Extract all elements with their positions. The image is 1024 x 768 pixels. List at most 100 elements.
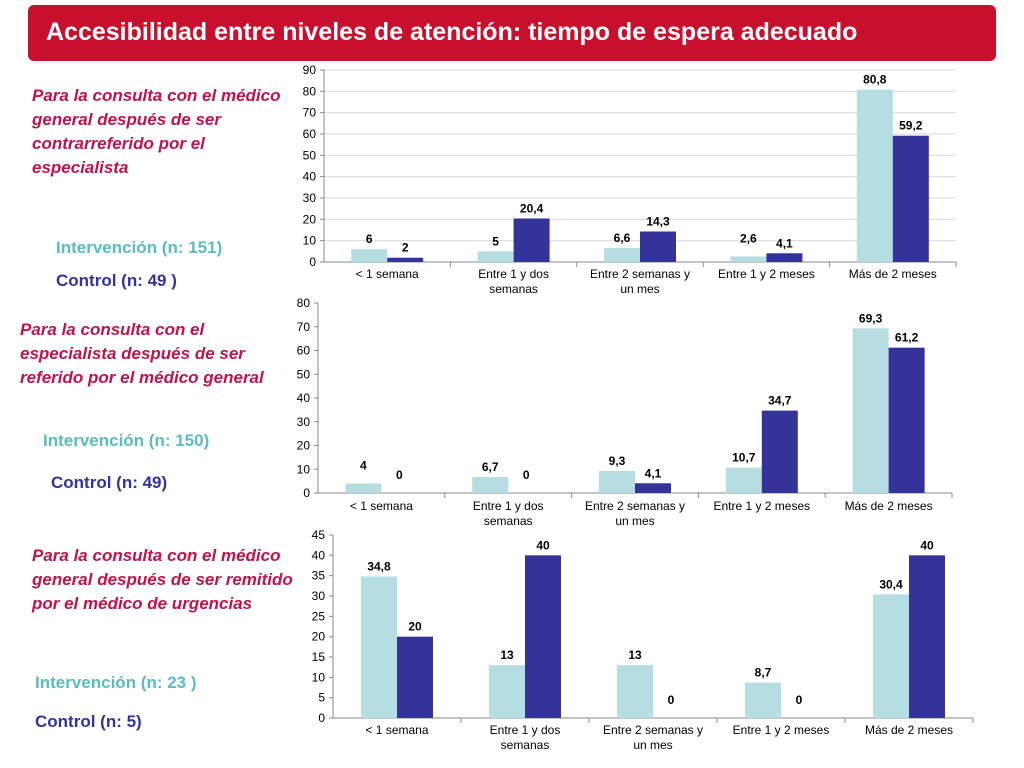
bar-intervention <box>477 251 514 262</box>
y-tick-label: 30 <box>303 191 317 205</box>
panel-2-intervention-label: Intervención (n: 150) <box>43 431 210 450</box>
data-label-intervention: 13 <box>500 648 514 662</box>
data-label-control: 61,2 <box>895 331 919 345</box>
bar-intervention <box>472 477 509 493</box>
bar-control <box>761 410 798 493</box>
bar-control <box>888 347 925 493</box>
bar-control <box>766 253 803 262</box>
bar-control <box>513 218 550 262</box>
category-label: Entre 1 y dos semanas <box>490 723 561 752</box>
category-label: Más de 2 meses <box>845 499 933 513</box>
data-label-intervention: 5 <box>492 234 499 248</box>
data-label-control: 20 <box>408 620 422 634</box>
data-label-control: 0 <box>396 468 403 482</box>
y-tick-label: 40 <box>303 170 317 184</box>
data-label-intervention: 6,7 <box>482 460 499 474</box>
y-tick-label: 90 <box>303 63 317 77</box>
chart-1: 0 10 20 30 40 50 60 70 80 90 6 2 < 1 semana 5 20,4 Entr… <box>303 63 957 296</box>
y-tick-label: 20 <box>297 439 311 453</box>
data-label-intervention: 8,7 <box>755 666 772 680</box>
bar-control <box>387 257 424 262</box>
y-tick-label: 10 <box>303 234 317 248</box>
bar-intervention <box>725 467 762 493</box>
y-tick-label: 45 <box>312 528 326 542</box>
y-tick-label: 20 <box>312 630 326 644</box>
y-tick-label: 30 <box>297 415 311 429</box>
bar-control <box>525 555 561 718</box>
y-tick-label: 10 <box>312 670 326 684</box>
data-label-intervention: 6,6 <box>614 231 631 245</box>
y-tick-label: 0 <box>303 486 310 500</box>
bar-intervention <box>856 89 893 262</box>
y-tick-label: 70 <box>303 106 317 120</box>
category-label: Entre 1 y 2 meses <box>713 499 810 513</box>
data-label-intervention: 13 <box>628 648 642 662</box>
y-tick-label: 25 <box>312 609 326 623</box>
category-label: Más de 2 meses <box>865 723 953 737</box>
data-label-control: 4,1 <box>776 236 793 250</box>
y-tick-label: 40 <box>297 391 311 405</box>
data-label-control: 2 <box>402 241 409 255</box>
title-bar: Accesibilidad entre niveles de atención:… <box>28 5 996 61</box>
y-tick-label: 60 <box>303 127 317 141</box>
data-label-control: 40 <box>920 538 934 552</box>
category-label: Entre 2 semanas y un mes <box>603 723 703 752</box>
panel-3-intervention-label: Intervención (n: 23 ) <box>35 673 197 692</box>
bar-intervention <box>599 470 635 493</box>
y-tick-label: 50 <box>297 367 311 381</box>
bar-intervention <box>361 576 397 718</box>
data-label-control: 0 <box>796 693 803 707</box>
data-label-intervention: 6 <box>366 232 373 246</box>
y-tick-label: 60 <box>297 344 311 358</box>
category-label: < 1 semana <box>365 723 428 737</box>
panel-1-intervention-label: Intervención (n: 151) <box>56 238 223 257</box>
y-tick-label: 0 <box>309 255 316 269</box>
page-title: Accesibilidad entre niveles de atención:… <box>46 18 858 46</box>
data-label-intervention: 2,6 <box>740 231 757 245</box>
category-label: Entre 1 y dos semanas <box>473 499 544 528</box>
data-label-intervention: 30,4 <box>879 577 903 591</box>
data-label-control: 34,7 <box>768 394 792 408</box>
data-label-control: 59,2 <box>899 119 923 133</box>
data-label-intervention: 10,7 <box>732 451 756 465</box>
bar-intervention <box>604 247 640 262</box>
data-label-intervention: 4 <box>360 459 367 473</box>
data-label-control: 40 <box>536 538 550 552</box>
chart-3: 0 5 10 15 20 25 30 35 40 45 34,8 20 < 1 semana 13 40 En… <box>312 528 974 752</box>
bar-intervention <box>345 483 382 493</box>
category-label: < 1 semana <box>350 499 413 513</box>
y-tick-label: 20 <box>303 212 317 226</box>
data-label-control: 0 <box>523 468 530 482</box>
y-tick-label: 0 <box>318 711 325 725</box>
data-label-intervention: 34,8 <box>367 559 391 573</box>
panel-2-control-label: Control (n: 49) <box>51 473 168 492</box>
y-tick-label: 40 <box>312 548 326 562</box>
data-label-intervention: 69,3 <box>859 311 883 325</box>
bar-control <box>892 135 929 262</box>
bar-control <box>640 231 676 262</box>
y-tick-label: 15 <box>312 650 326 664</box>
bar-intervention <box>617 665 653 718</box>
y-tick-label: 70 <box>297 320 311 334</box>
data-label-control: 4,1 <box>645 466 662 480</box>
y-tick-label: 35 <box>312 569 326 583</box>
bar-intervention <box>852 328 889 493</box>
data-label-intervention: 80,8 <box>863 73 887 87</box>
y-tick-label: 10 <box>297 462 311 476</box>
category-label: Más de 2 meses <box>849 267 937 281</box>
bar-intervention <box>351 249 388 262</box>
y-tick-label: 50 <box>303 148 317 162</box>
category-label: Entre 2 semanas y un mes <box>590 267 690 296</box>
bar-control <box>635 483 671 493</box>
category-label: < 1 semana <box>356 267 419 281</box>
data-label-control: 14,3 <box>646 214 670 228</box>
y-tick-label: 5 <box>318 691 325 705</box>
category-label: Entre 1 y 2 meses <box>733 723 830 737</box>
bar-control <box>909 555 945 718</box>
panel-1-description: Para la consulta con el médico general d… <box>32 86 281 177</box>
panel-3-control-label: Control (n: 5) <box>35 712 142 731</box>
bar-intervention <box>873 594 909 718</box>
bar-control <box>397 636 433 718</box>
y-tick-label: 80 <box>303 84 317 98</box>
